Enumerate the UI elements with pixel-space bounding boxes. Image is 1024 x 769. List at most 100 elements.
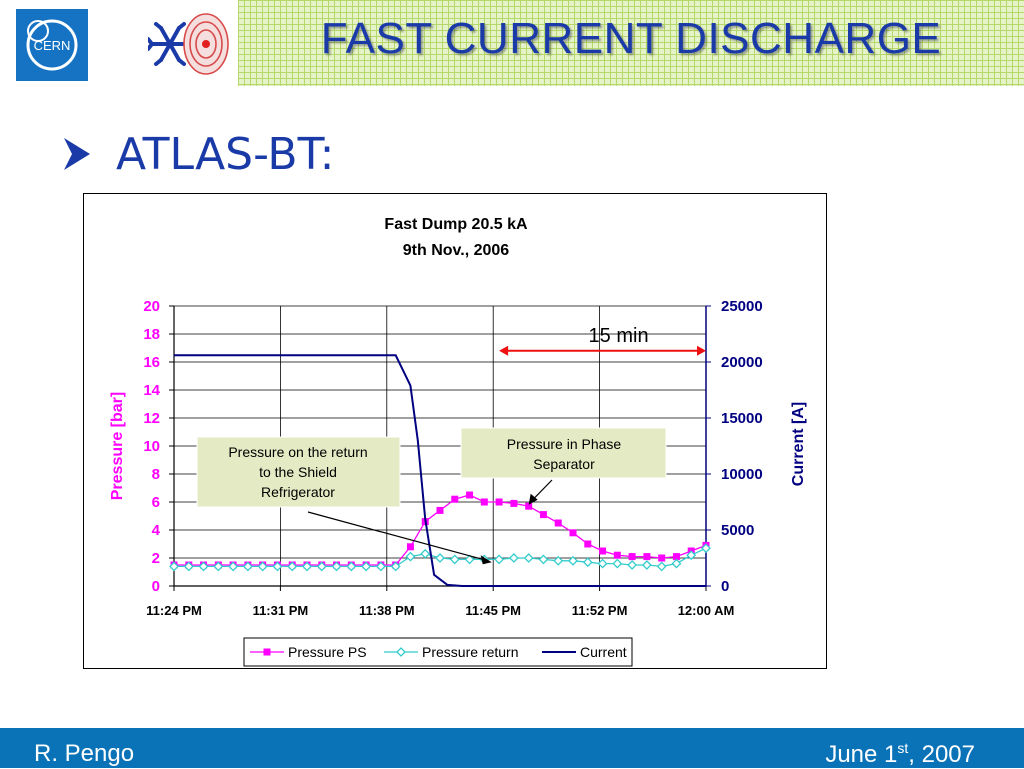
series-line-current <box>174 354 706 587</box>
data-point-pressure-return <box>435 553 445 563</box>
footer-author: R. Pengo <box>34 740 135 767</box>
footer-date-main: June 1 <box>825 741 898 768</box>
data-point-pressure-return <box>228 561 239 572</box>
data-point-pressure-ps <box>599 547 607 555</box>
callout-arrowhead-return <box>480 555 492 565</box>
data-point-pressure-ps <box>672 553 680 561</box>
legend-label: Pressure return <box>422 644 518 660</box>
y-tick-label: 10 <box>143 438 160 455</box>
data-point-pressure-return <box>538 554 549 565</box>
y-tick-label: 0 <box>152 578 160 595</box>
bullet-item: ATLAS-BT: <box>60 126 334 182</box>
data-point-pressure-ps <box>466 491 474 499</box>
y-tick-label: 6 <box>152 494 160 511</box>
footer-date-sup: st <box>897 740 909 756</box>
footer-bar <box>0 728 1024 768</box>
y-tick-label: 4 <box>152 522 161 539</box>
y2-tick-label: 10000 <box>721 466 763 483</box>
data-point-pressure-return <box>331 561 342 572</box>
callout-text-return: Pressure on the return <box>228 444 367 460</box>
data-point-pressure-return <box>612 558 623 569</box>
chart-frame: Fast Dump 20.5 kA 9th Nov., 2006 0 2 4 6 8 10 12… <box>83 193 827 669</box>
y-tick-label: 14 <box>143 382 160 399</box>
callout-box-return <box>196 436 401 508</box>
data-point-pressure-ps <box>495 498 503 506</box>
x-tick-label: 11:45 PM <box>465 603 521 618</box>
callout-arrowhead-phase-separator <box>528 493 538 505</box>
data-point-pressure-return <box>523 553 534 563</box>
data-point-pressure-return <box>390 561 401 572</box>
callout-pointer-phase-separator <box>532 479 553 501</box>
data-point-pressure-ps <box>569 529 577 537</box>
data-point-pressure-return <box>494 554 505 565</box>
legend-marker <box>396 647 406 657</box>
data-point-pressure-return <box>701 543 711 554</box>
data-point-pressure-ps <box>554 519 562 527</box>
data-point-pressure-ps <box>643 553 651 561</box>
data-point-pressure-ps <box>510 499 518 507</box>
data-point-pressure-return <box>287 561 298 572</box>
data-point-pressure-ps <box>436 506 444 514</box>
x-tick-label: 11:38 PM <box>359 603 415 618</box>
cern-logo: CERN <box>16 9 88 81</box>
bullet-text: ATLAS-BT: <box>116 128 335 180</box>
y-axis-label: Pressure [bar] <box>109 392 126 501</box>
chart-title: Fast Dump 20.5 kA <box>384 216 528 233</box>
y2-axis-label: Current [A] <box>790 402 807 486</box>
y-tick-label: 2 <box>152 550 160 567</box>
data-point-pressure-return <box>198 561 209 572</box>
y2-tick-label: 20000 <box>721 354 763 371</box>
data-point-pressure-return <box>316 561 327 572</box>
data-point-pressure-return <box>257 561 268 572</box>
data-point-pressure-ps <box>658 554 666 562</box>
y2-tick-label: 0 <box>721 578 729 595</box>
data-point-pressure-return <box>671 558 682 569</box>
data-point-pressure-return <box>553 555 564 566</box>
cryogenics-logo <box>148 13 229 75</box>
duration-arrow-head-left <box>499 345 509 356</box>
data-point-pressure-ps <box>628 553 636 561</box>
chart: Fast Dump 20.5 kA 9th Nov., 2006 0 2 4 6 8 10 12… <box>109 216 807 667</box>
data-point-pressure-return <box>686 550 697 561</box>
data-point-pressure-return <box>361 561 372 572</box>
x-tick-label: 11:24 PM <box>146 603 202 618</box>
callout-pointer-return <box>307 511 486 561</box>
data-point-pressure-ps <box>480 498 488 506</box>
y-tick-label: 16 <box>143 354 160 371</box>
data-point-pressure-ps <box>451 495 459 503</box>
y-tick-label: 18 <box>143 326 160 343</box>
data-point-pressure-return <box>302 561 312 572</box>
data-point-pressure-return <box>449 554 460 565</box>
arrow-bullet-icon <box>64 138 90 170</box>
data-point-pressure-return <box>464 554 475 565</box>
callout-text-return: to the Shield <box>259 464 337 480</box>
callout-text-phase-separator: Pressure in Phase <box>507 436 622 452</box>
legend-label: Pressure PS <box>288 644 367 660</box>
data-point-pressure-return <box>169 561 179 572</box>
footer-date-year: , 2007 <box>908 741 975 768</box>
callout-text-phase-separator: Separator <box>533 456 595 472</box>
legend-marker <box>263 648 271 656</box>
snowflake-icon <box>148 22 190 66</box>
data-point-pressure-return <box>508 553 519 563</box>
data-point-pressure-ps <box>525 502 533 510</box>
slide-title: FAST CURRENT DISCHARGE <box>320 14 942 63</box>
data-point-pressure-return <box>375 561 386 572</box>
callout-box-phase-separator <box>460 427 667 479</box>
duration-label: 15 min <box>589 325 649 347</box>
data-point-pressure-ps <box>406 543 414 551</box>
data-point-pressure-return <box>641 560 652 570</box>
chart-subtitle: 9th Nov., 2006 <box>403 242 510 259</box>
y2-tick-label: 25000 <box>721 298 763 315</box>
data-point-pressure-return <box>242 561 253 572</box>
data-point-pressure-return <box>346 561 357 572</box>
legend-label: Current <box>580 644 627 660</box>
x-tick-label: 11:31 PM <box>253 603 309 618</box>
data-point-pressure-ps <box>539 511 547 519</box>
data-point-pressure-return <box>656 561 667 572</box>
data-point-pressure-return <box>597 558 608 569</box>
data-point-pressure-ps <box>584 540 592 548</box>
y2-tick-label: 15000 <box>721 410 763 427</box>
y-tick-label: 20 <box>143 298 160 315</box>
magnet-field-icon <box>183 13 229 75</box>
